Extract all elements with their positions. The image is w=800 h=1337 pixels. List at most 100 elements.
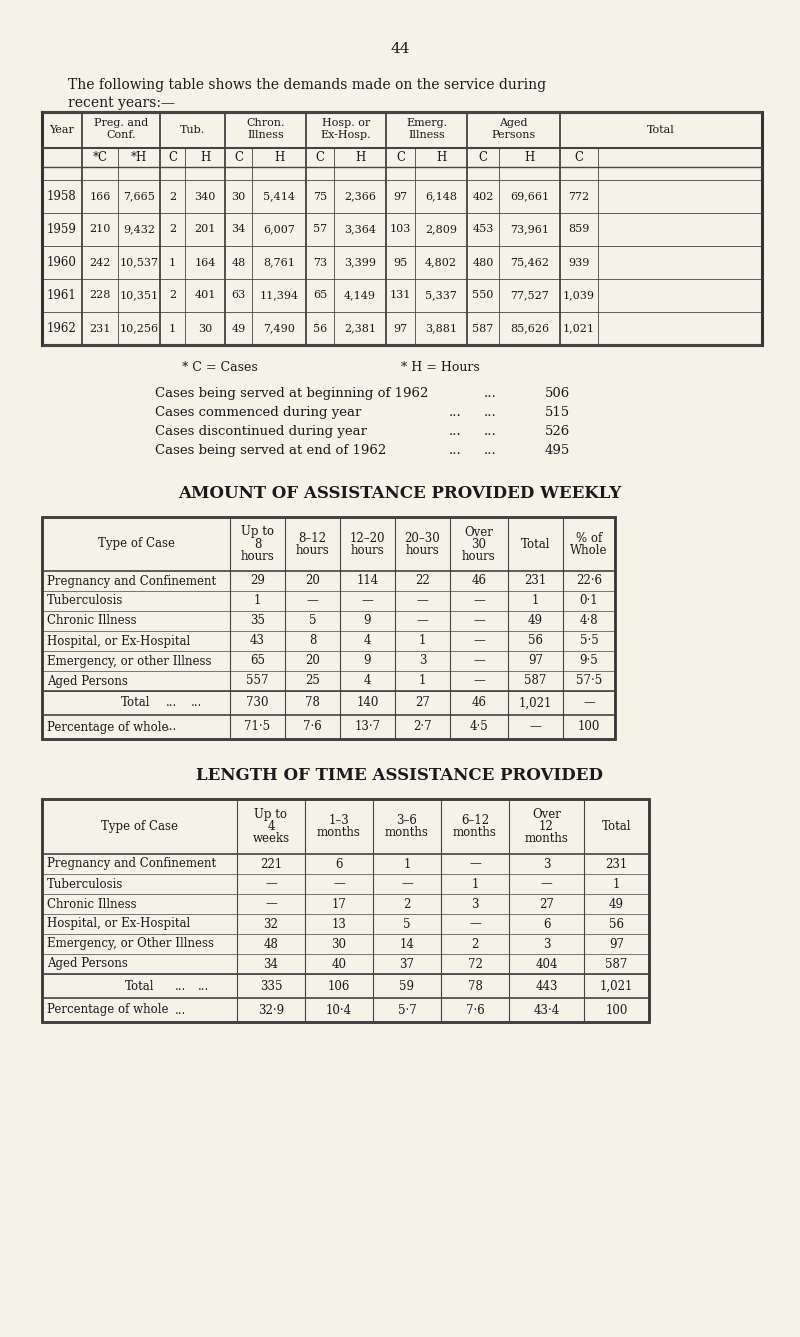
- Text: Ex-Hosp.: Ex-Hosp.: [321, 130, 371, 140]
- Text: 34: 34: [231, 225, 246, 234]
- Text: * C = Cases: * C = Cases: [182, 361, 258, 374]
- Text: 56: 56: [313, 324, 327, 333]
- Text: 78: 78: [467, 980, 482, 992]
- Text: 404: 404: [535, 957, 558, 971]
- Text: 85,626: 85,626: [510, 324, 549, 333]
- Text: 6: 6: [542, 917, 550, 931]
- Text: 1961: 1961: [47, 289, 77, 302]
- Text: —: —: [265, 897, 277, 910]
- Text: 12: 12: [539, 820, 554, 833]
- Text: Total: Total: [122, 697, 150, 710]
- Text: 103: 103: [390, 225, 411, 234]
- Text: Cases commenced during year: Cases commenced during year: [155, 406, 362, 418]
- Text: 20: 20: [305, 575, 320, 587]
- Text: 210: 210: [90, 225, 110, 234]
- Text: Cases being served at beginning of 1962: Cases being served at beginning of 1962: [155, 386, 428, 400]
- Text: 30: 30: [471, 537, 486, 551]
- Text: Year: Year: [50, 124, 74, 135]
- Text: 20: 20: [305, 655, 320, 667]
- Text: —: —: [306, 595, 318, 607]
- Text: —: —: [473, 615, 485, 627]
- Text: recent years:—: recent years:—: [68, 96, 175, 110]
- Text: 480: 480: [472, 258, 494, 267]
- Text: 14: 14: [399, 937, 414, 951]
- Text: 43: 43: [250, 635, 265, 647]
- Text: 515: 515: [545, 406, 570, 418]
- Text: 3–6: 3–6: [397, 814, 418, 828]
- Text: 2: 2: [169, 290, 176, 301]
- Text: 6: 6: [335, 857, 342, 870]
- Text: 7·6: 7·6: [303, 721, 322, 734]
- Text: 2: 2: [403, 897, 410, 910]
- Text: 401: 401: [194, 290, 216, 301]
- Text: H: H: [355, 151, 365, 164]
- Text: 56: 56: [609, 917, 624, 931]
- Text: 3,881: 3,881: [425, 324, 457, 333]
- Text: 30: 30: [331, 937, 346, 951]
- Text: 3: 3: [542, 857, 550, 870]
- Text: 12–20: 12–20: [350, 532, 386, 544]
- Text: 17: 17: [331, 897, 346, 910]
- Text: —: —: [401, 877, 413, 890]
- Text: Aged Persons: Aged Persons: [47, 957, 128, 971]
- Text: ...: ...: [174, 1004, 186, 1016]
- Text: 7,665: 7,665: [123, 191, 155, 202]
- Text: 1: 1: [169, 258, 176, 267]
- Text: ...: ...: [449, 444, 462, 457]
- Text: 4·5: 4·5: [470, 721, 488, 734]
- Text: 6,007: 6,007: [263, 225, 295, 234]
- Text: 34: 34: [263, 957, 278, 971]
- Text: Tuberculosis: Tuberculosis: [47, 595, 123, 607]
- Text: 49: 49: [231, 324, 246, 333]
- Text: 27: 27: [415, 697, 430, 710]
- Text: 131: 131: [390, 290, 411, 301]
- Text: Emergency, or Other Illness: Emergency, or Other Illness: [47, 937, 214, 951]
- Text: Whole: Whole: [570, 544, 608, 556]
- Text: Total: Total: [521, 537, 550, 551]
- Text: C: C: [396, 151, 405, 164]
- Text: 30: 30: [231, 191, 246, 202]
- Text: 71·5: 71·5: [245, 721, 270, 734]
- Text: 3: 3: [418, 655, 426, 667]
- Text: Cases discontinued during year: Cases discontinued during year: [155, 425, 367, 439]
- Text: 164: 164: [194, 258, 216, 267]
- Text: 772: 772: [569, 191, 590, 202]
- Text: hours: hours: [462, 550, 496, 563]
- Text: 100: 100: [606, 1004, 628, 1016]
- Bar: [42, 800, 649, 1021]
- Text: 1: 1: [254, 595, 261, 607]
- Text: —: —: [530, 721, 542, 734]
- Text: 4: 4: [364, 635, 371, 647]
- Text: 9: 9: [364, 615, 371, 627]
- Text: Conf.: Conf.: [106, 130, 136, 140]
- Text: Emerg.: Emerg.: [406, 118, 447, 128]
- Text: 1,039: 1,039: [563, 290, 595, 301]
- Text: 1: 1: [403, 857, 410, 870]
- Text: ...: ...: [191, 697, 202, 710]
- Text: hours: hours: [406, 544, 439, 556]
- Text: 40: 40: [331, 957, 346, 971]
- Text: Type of Case: Type of Case: [98, 537, 174, 551]
- Text: 0·1: 0·1: [580, 595, 598, 607]
- Text: Preg. and: Preg. and: [94, 118, 148, 128]
- Text: 32: 32: [263, 917, 278, 931]
- Text: —: —: [417, 615, 428, 627]
- Text: 4,802: 4,802: [425, 258, 457, 267]
- Text: Up to: Up to: [241, 525, 274, 539]
- Text: 44: 44: [390, 41, 410, 56]
- Text: —: —: [265, 877, 277, 890]
- Text: hours: hours: [241, 550, 274, 563]
- Text: 340: 340: [194, 191, 216, 202]
- Text: 1959: 1959: [47, 223, 77, 237]
- Text: —: —: [473, 674, 485, 687]
- Text: 3: 3: [542, 937, 550, 951]
- Text: months: months: [385, 826, 429, 840]
- Text: 65: 65: [250, 655, 265, 667]
- Text: 9,432: 9,432: [123, 225, 155, 234]
- Text: 335: 335: [260, 980, 282, 992]
- Text: ...: ...: [484, 444, 496, 457]
- Text: Tuberculosis: Tuberculosis: [47, 877, 123, 890]
- Text: 495: 495: [545, 444, 570, 457]
- Text: 242: 242: [90, 258, 110, 267]
- Text: 1958: 1958: [47, 190, 77, 203]
